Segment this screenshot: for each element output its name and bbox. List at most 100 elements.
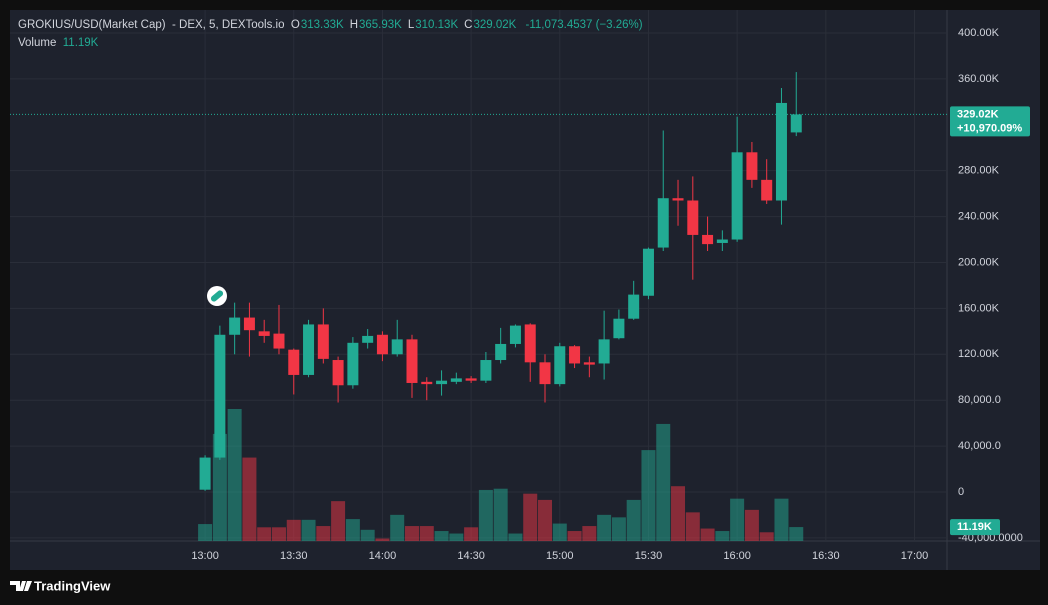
volume-bar	[493, 488, 508, 541]
candle-body	[243, 317, 255, 331]
candle-body	[450, 378, 462, 382]
volume-bar	[759, 532, 774, 541]
volume-bar	[345, 519, 360, 541]
ohlc-value: 329.02K	[473, 19, 517, 31]
volume-bar	[419, 526, 434, 541]
volume-bar	[626, 499, 641, 541]
volume-bar	[198, 524, 213, 541]
y-tick-label: 240.00K	[958, 210, 1000, 222]
candle-body	[642, 248, 654, 296]
candle-body	[273, 333, 285, 349]
volume-bar	[464, 527, 479, 541]
price-tag-change: +10,970.09%	[957, 122, 1022, 134]
symbol: GROKIUS/USD(Market Cap)	[18, 19, 166, 31]
candle-body	[761, 179, 773, 201]
x-tick-label: 14:30	[457, 550, 485, 562]
legend-main: GROKIUS/USD(Market Cap) - DEX, 5, DEXToo…	[18, 16, 649, 34]
volume-tag	[950, 519, 1000, 536]
volume-bar	[567, 531, 582, 541]
volume-bar	[257, 527, 272, 541]
candle-body	[716, 239, 728, 243]
volume-bar	[552, 523, 567, 541]
volume-bar	[538, 499, 553, 541]
candle-body	[731, 152, 743, 240]
ohlc-value: 310.13K	[415, 19, 459, 31]
candle-body	[362, 335, 374, 343]
brand: TradingView	[34, 578, 111, 593]
candle-body	[406, 339, 418, 383]
ohlc-key: O	[290, 19, 300, 31]
candle-body	[672, 198, 684, 201]
candle-body	[509, 325, 521, 344]
volume-bar	[390, 514, 405, 541]
candle-body	[480, 360, 492, 381]
volume-bar	[212, 433, 227, 541]
x-tick-label: 13:00	[191, 550, 219, 562]
candle-body	[303, 324, 315, 375]
x-tick-label: 16:00	[723, 550, 751, 562]
candle-body	[657, 198, 669, 248]
y-tick-label: 360.00K	[958, 73, 1000, 85]
volume-bar	[227, 409, 242, 541]
candle-body	[495, 343, 507, 361]
candle-body	[702, 234, 714, 245]
volume-bar	[286, 519, 301, 541]
candle-body	[229, 317, 241, 335]
candle-body	[317, 324, 329, 359]
volume-bar	[685, 512, 700, 541]
ohlc-value: 313.33K	[300, 19, 344, 31]
volume-bar	[715, 531, 730, 541]
change: -11,073.4537 (−3.26%)	[525, 19, 643, 31]
y-tick-label: 400.00K	[958, 27, 1000, 39]
candle-body	[628, 294, 640, 319]
volume-bar	[375, 538, 390, 541]
candle-body	[199, 457, 211, 490]
volume-bar	[271, 527, 286, 541]
candle-body	[775, 102, 787, 201]
candle-body	[569, 346, 581, 364]
x-tick-label: 14:00	[369, 550, 397, 562]
x-tick-label: 13:30	[280, 550, 308, 562]
legend-volume: Volume 11.19K	[18, 34, 649, 52]
volume-bar	[478, 489, 493, 541]
ohlc-key: H	[349, 19, 358, 31]
pill-icon	[207, 286, 227, 306]
y-tick-label: 280.00K	[958, 165, 1000, 177]
volume-bar	[744, 509, 759, 541]
price-tag-value: 329.02K	[957, 108, 999, 120]
candle-body	[436, 380, 448, 385]
volume-tag-value: 11.19K	[957, 521, 992, 533]
price-tag	[950, 106, 1030, 137]
y-tick-label: 40,000.0	[958, 440, 1001, 452]
candle-body	[598, 339, 610, 364]
volume-bar	[242, 457, 257, 541]
volume-bar	[582, 526, 597, 541]
ohlc-key: C	[464, 19, 473, 31]
volume-bar	[360, 529, 375, 541]
logo: TradingView	[10, 578, 111, 593]
candle-body	[790, 114, 802, 133]
x-tick-label: 16:30	[812, 550, 840, 562]
volume-bar	[597, 514, 612, 541]
volume-bar	[671, 486, 686, 541]
candle-body	[288, 349, 300, 375]
x-tick-label: 17:00	[901, 550, 929, 562]
volume-bar	[774, 498, 789, 541]
y-tick-label: 200.00K	[958, 256, 1000, 268]
volume-bar	[316, 526, 331, 541]
volume-bar	[404, 526, 419, 541]
candle-body	[376, 334, 388, 355]
candle-body	[554, 346, 566, 385]
candle-body	[421, 381, 433, 385]
volume-bar	[789, 527, 804, 541]
volume-bar	[700, 528, 715, 541]
x-tick-label: 15:30	[635, 550, 663, 562]
candle-body	[391, 339, 403, 355]
candle-body	[613, 318, 625, 339]
candle-body	[332, 360, 344, 386]
volume-bar	[656, 423, 671, 541]
candle-body	[347, 342, 359, 386]
volume-bar	[730, 498, 745, 541]
